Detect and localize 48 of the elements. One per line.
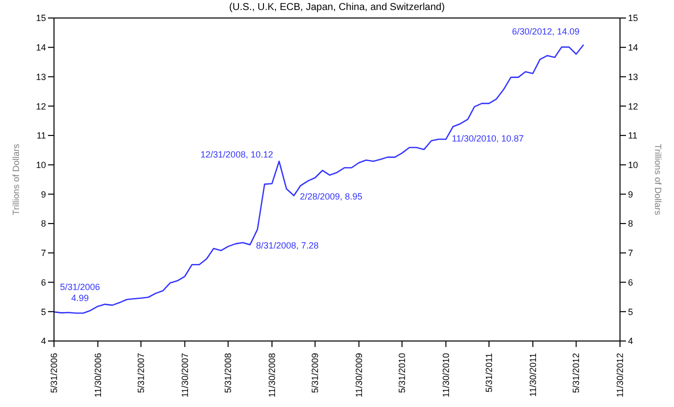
x-tick-label: 5/31/2011 [484,353,494,392]
annotation: 11/30/2010, 10.87 [452,133,524,144]
x-tick-label: 11/30/2009 [354,353,364,398]
y2-tick-label: 13 [628,72,638,82]
y2-tick-label: 4 [628,336,634,346]
x-tick-label: 11/30/2011 [528,353,538,397]
y-tick-label: 14 [36,42,46,53]
annotation: 8/31/2008, 7.28 [256,240,319,251]
y-tick-label: 7 [40,248,46,258]
y-axis-title: Trillions of Dollars [11,143,22,216]
x-tick-label: 11/30/2006 [92,353,103,398]
chart-subtitle: (U.S., U.K, ECB, Japan, China, and Switzerland) [228,2,446,13]
y-tick-label: 9 [40,189,46,200]
annotation: 2/28/2009, 8.95 [300,192,362,202]
y2-tick-label: 12 [628,101,638,112]
y2-tick-label: 5 [628,306,634,317]
x-tick-label: 5/31/2008 [223,353,234,394]
y-tick-label: 6 [40,277,46,288]
y-tick-label: 4 [40,336,46,346]
y2-tick-label: 15 [628,13,638,24]
annotation: 12/31/2008, 10.12 [200,149,274,160]
y2-tick-label: 14 [628,42,638,53]
x-tick-label: 11/30/2007 [180,353,190,398]
y2-tick-label: 6 [628,277,634,288]
y2-axis-title: Trillions of Dollars [652,144,663,216]
y-tick-label: 12 [36,101,46,112]
y-tick-label: 15 [36,13,46,24]
x-tick-label: 11/30/2010 [440,353,451,398]
y-tick-label: 11 [36,130,46,141]
y2-tick-label: 8 [628,218,634,229]
y2-tick-label: 10 [628,160,638,170]
y-tick-label: 13 [36,72,46,82]
x-tick-label: 5/31/2006 [49,353,59,394]
x-tick-label: 5/31/2010 [397,353,408,394]
x-tick-label: 5/31/2009 [310,353,320,394]
y-tick-label: 10 [36,160,46,170]
annotation: 6/30/2012, 14.09 [512,26,580,37]
y-tick-label: 8 [40,218,46,229]
y2-tick-label: 7 [628,248,634,258]
x-tick-label: 5/31/2007 [136,353,146,394]
y2-tick-label: 11 [628,130,638,141]
y2-tick-label: 9 [628,189,634,200]
line-series [54,44,584,314]
x-tick-label: 5/31/2012 [571,353,582,394]
x-tick-label: 11/30/2008 [266,353,277,398]
x-tick-label: 11/30/2012 [615,353,625,398]
y-tick-label: 5 [40,306,46,317]
annotation: 5/31/2006 4.99 [60,282,100,303]
